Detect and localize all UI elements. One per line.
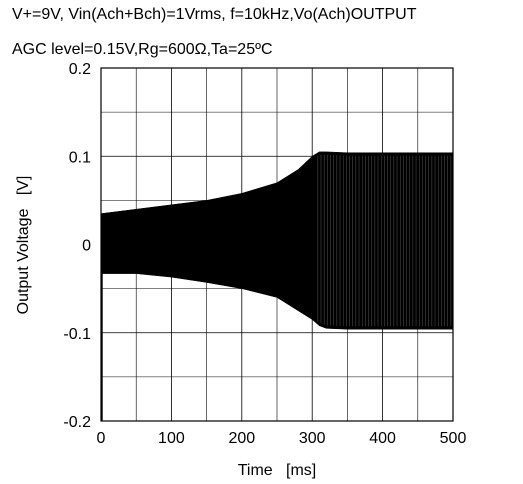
signal-series — [100, 151, 454, 421]
y-tick-label: 0.1 — [69, 149, 91, 166]
x-tick-labels: 0 100 200 300 400 500 — [97, 430, 467, 447]
x-tick-label: 100 — [158, 430, 185, 447]
x-tick-label: 200 — [228, 430, 255, 447]
x-tick-label: 0 — [97, 430, 106, 447]
x-tick-label: 500 — [440, 430, 467, 447]
y-tick-label: 0 — [82, 238, 91, 255]
x-tick-label: 300 — [299, 430, 326, 447]
x-tick-label: 400 — [369, 430, 396, 447]
y-axis-label: Output Voltage [V] — [15, 176, 32, 315]
y-tick-label: 0.2 — [69, 61, 91, 78]
y-tick-label: -0.2 — [63, 414, 91, 431]
chart-title-line-1: V+=9V, Vin(Ach+Bch)=1Vrms, f=10kHz,Vo(Ac… — [12, 6, 417, 23]
y-tick-labels: 0.2 0.1 0 -0.1 -0.2 — [63, 61, 91, 431]
signal-envelope — [100, 151, 454, 330]
chart-title-line-2: AGC level=0.15V,Rg=600Ω,Ta=25ºC — [12, 41, 273, 58]
x-axis-label: Time [ms] — [238, 462, 317, 479]
y-tick-label: -0.1 — [63, 326, 91, 343]
